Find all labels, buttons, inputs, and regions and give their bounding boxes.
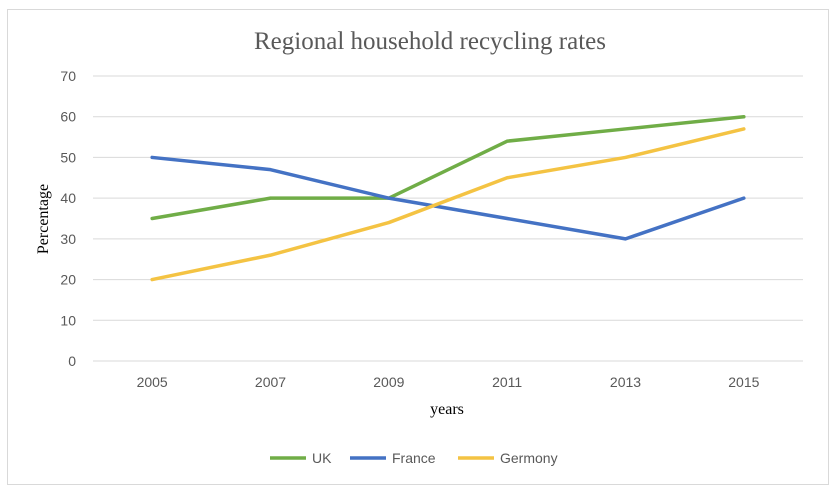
- legend-label-france: France: [392, 450, 436, 466]
- x-tick-2007: 2007: [255, 374, 286, 390]
- y-tick-60: 60: [60, 109, 76, 125]
- y-tick-50: 50: [60, 149, 76, 165]
- legend-label-germony: Germony: [500, 450, 558, 466]
- series-line-france: [150, 155, 746, 241]
- x-tick-2015: 2015: [728, 374, 759, 390]
- series-line-uk: [150, 114, 746, 221]
- x-tick-2005: 2005: [137, 374, 168, 390]
- y-tick-20: 20: [60, 272, 76, 288]
- legend-label-uk: UK: [312, 450, 332, 466]
- legend: UK France Germony: [270, 450, 558, 466]
- y-tick-40: 40: [60, 190, 76, 206]
- y-tick-0: 0: [68, 353, 76, 369]
- y-tick-70: 70: [60, 68, 76, 84]
- chart-title: Regional household recycling rates: [254, 28, 606, 55]
- y-tick-labels: 0 10 20 30 40 50 60 70: [60, 68, 76, 369]
- y-tick-30: 30: [60, 231, 76, 247]
- x-tick-labels: 2005 2007 2009 2011 2013 2015: [137, 374, 760, 390]
- x-axis-title: years: [430, 401, 464, 418]
- x-tick-2013: 2013: [610, 374, 641, 390]
- y-tick-10: 10: [60, 312, 76, 328]
- y-axis-title: Percentage: [35, 184, 52, 254]
- series-lines: [150, 114, 746, 282]
- x-tick-2009: 2009: [373, 374, 404, 390]
- series-line-germony: [150, 127, 746, 282]
- x-tick-2011: 2011: [492, 374, 522, 390]
- gridlines: [93, 75, 803, 362]
- chart-frame: [7, 9, 829, 485]
